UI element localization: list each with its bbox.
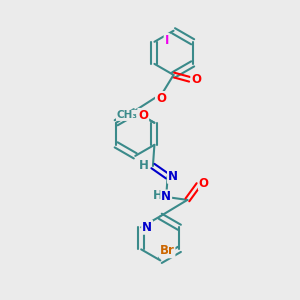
Text: H: H xyxy=(153,189,163,202)
Text: O: O xyxy=(138,109,148,122)
Text: N: N xyxy=(161,190,171,203)
Text: H: H xyxy=(139,159,149,172)
Text: O: O xyxy=(156,92,166,105)
Text: O: O xyxy=(191,73,201,86)
Text: N: N xyxy=(142,221,152,234)
Text: I: I xyxy=(165,34,169,47)
Text: CH₃: CH₃ xyxy=(116,110,137,120)
Text: Br: Br xyxy=(160,244,175,257)
Text: O: O xyxy=(199,177,209,190)
Text: N: N xyxy=(168,170,178,183)
